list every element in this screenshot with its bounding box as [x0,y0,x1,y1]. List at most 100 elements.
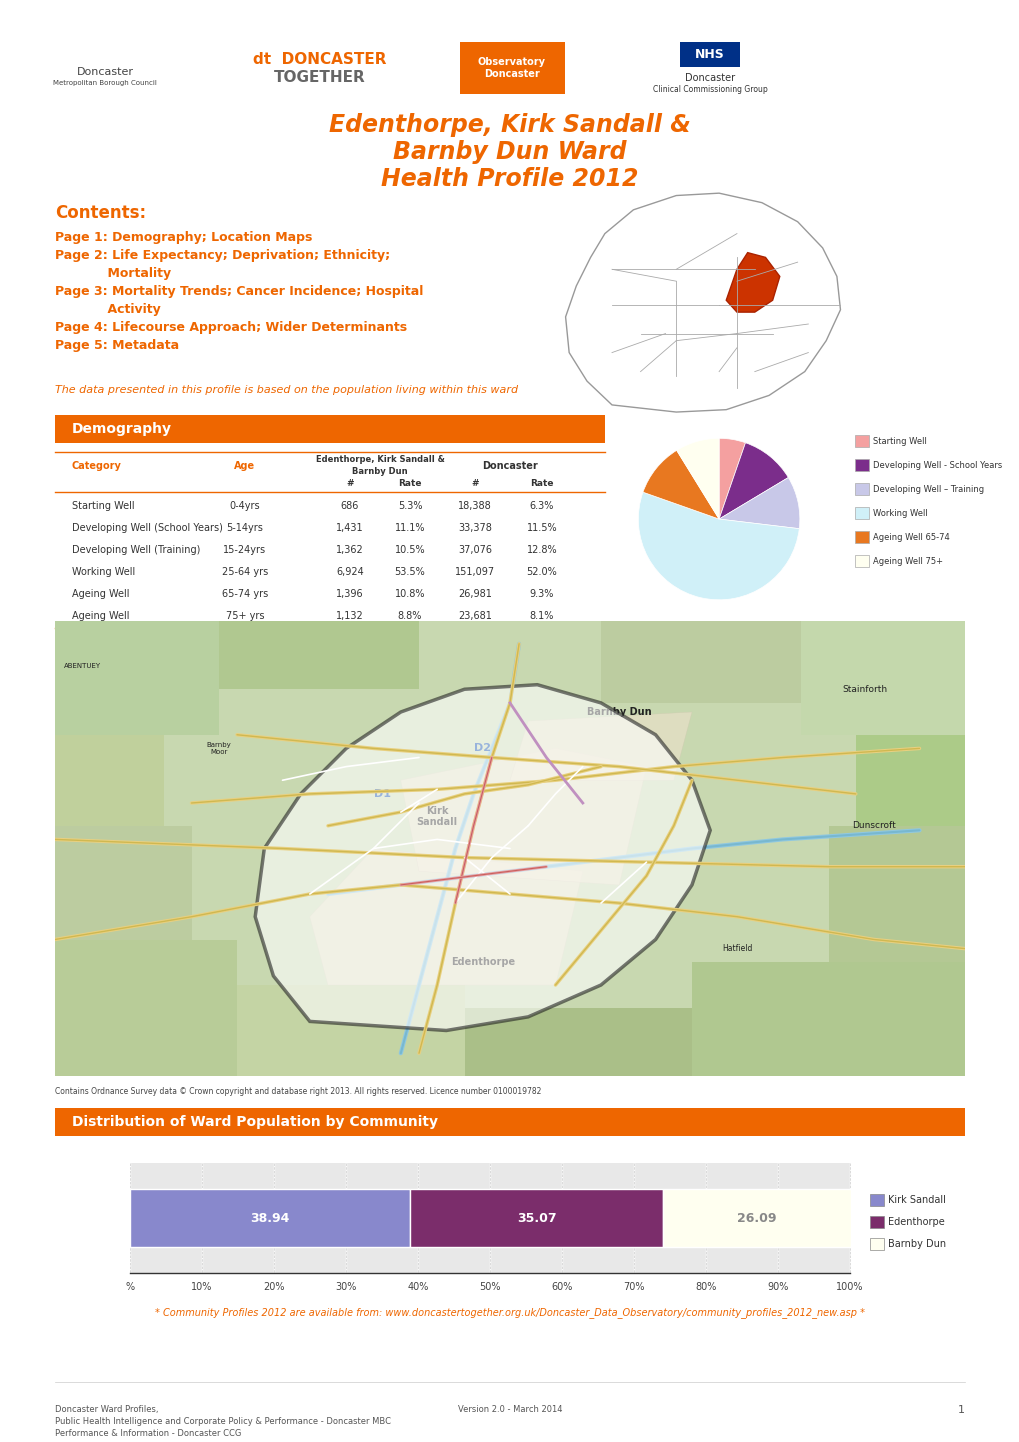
Text: Edenthorpe, Kirk Sandall &: Edenthorpe, Kirk Sandall & [315,456,444,464]
Text: Ageing Well: Ageing Well [72,611,129,622]
Text: Developing Well (School Years): Developing Well (School Years) [72,523,223,534]
Text: 80%: 80% [695,1282,716,1292]
Text: 5.3%: 5.3% [397,500,422,510]
Text: 8.8%: 8.8% [397,611,422,622]
Bar [854,555,868,567]
Wedge shape [718,438,745,519]
Bar [854,435,868,447]
Text: 40%: 40% [407,1282,428,1292]
Text: Total Population: Total Population [155,637,245,647]
Text: 1,132: 1,132 [336,611,364,622]
Text: 5-14yrs: 5-14yrs [226,523,263,534]
Text: Rate: Rate [397,480,421,489]
Text: 11.1%: 11.1% [394,523,425,534]
Text: 8.1%: 8.1% [529,611,553,622]
Text: Barnby Dun: Barnby Dun [586,707,651,717]
Text: Barnby Dun: Barnby Dun [888,1239,946,1249]
Text: 25-64 yrs: 25-64 yrs [222,567,268,577]
Text: #: # [471,480,478,489]
Bar [410,1190,662,1247]
Polygon shape [236,985,464,1076]
Text: 9.3%: 9.3% [529,588,553,598]
Wedge shape [642,450,718,519]
Text: 1,431: 1,431 [336,523,364,534]
Text: Page 3: Mortality Trends; Cancer Incidence; Hospital: Page 3: Mortality Trends; Cancer Inciden… [55,284,423,297]
Polygon shape [55,622,219,735]
Text: Metropolitan Borough Council: Metropolitan Borough Council [53,79,157,87]
Text: Page 5: Metadata: Page 5: Metadata [55,339,179,352]
Text: 1,396: 1,396 [336,588,364,598]
Polygon shape [55,735,164,826]
Text: Page 1: Demography; Location Maps: Page 1: Demography; Location Maps [55,231,312,244]
Bar [55,415,604,443]
Text: TOGETHER: TOGETHER [274,71,366,85]
Text: 65-74 yrs: 65-74 yrs [222,588,268,598]
Bar [854,459,868,472]
Text: Contents:: Contents: [55,203,146,222]
Text: Kirk
Sandall: Kirk Sandall [416,806,458,828]
Text: 26,981: 26,981 [458,588,491,598]
Text: Doncaster: Doncaster [76,66,133,76]
Text: %: % [125,1282,135,1292]
Text: 20%: 20% [263,1282,284,1292]
Text: 6.3%: 6.3% [529,500,553,510]
Text: Ageing Well: Ageing Well [72,588,129,598]
Text: dt  DONCASTER: dt DONCASTER [253,52,386,68]
Text: Dunscroft: Dunscroft [851,822,895,831]
Text: Contains Ordnance Survey data © Crown copyright and database right 2013. All rig: Contains Ordnance Survey data © Crown co… [55,1087,541,1096]
Text: 38.94: 38.94 [251,1211,289,1224]
Polygon shape [55,940,236,1076]
Text: ABENTUEY: ABENTUEY [63,663,101,669]
Polygon shape [691,962,964,1076]
Text: Distribution of Ward Population by Community: Distribution of Ward Population by Commu… [72,1115,437,1129]
Bar [869,1216,883,1229]
Wedge shape [676,438,718,519]
Bar [869,1194,883,1206]
Text: Ageing Well 75+: Ageing Well 75+ [872,557,943,565]
Text: Category: Category [72,461,121,472]
Polygon shape [400,748,646,885]
Bar [854,531,868,544]
Text: Observatory
Doncaster: Observatory Doncaster [478,58,545,79]
Text: Version 2.0 - March 2014: Version 2.0 - March 2014 [458,1406,561,1415]
Polygon shape [464,1008,691,1076]
Wedge shape [718,443,788,519]
Bar [854,483,868,495]
Text: Edenthorpe, Kirk Sandall &: Edenthorpe, Kirk Sandall & [329,112,690,137]
Text: Developing Well - School Years: Developing Well - School Years [872,460,1002,470]
Bar [460,42,565,94]
Polygon shape [510,712,691,780]
Text: 60%: 60% [551,1282,572,1292]
Text: Developing Well (Training): Developing Well (Training) [72,545,200,555]
Text: 35.07: 35.07 [517,1211,556,1224]
Text: Hatfield: Hatfield [721,945,752,953]
Bar [129,1164,849,1273]
Polygon shape [827,826,964,962]
Text: Developing Well – Training: Developing Well – Training [872,485,983,493]
Text: Starting Well: Starting Well [72,500,135,510]
Text: 290,600: 290,600 [452,637,496,647]
Bar [854,508,868,519]
Bar [55,1107,964,1136]
Text: 10.8%: 10.8% [394,588,425,598]
Text: NHS: NHS [694,49,725,62]
Wedge shape [718,477,799,529]
Text: * Community Profiles 2012 are available from: www.doncastertogether.org.uk/Donca: * Community Profiles 2012 are available … [155,1308,864,1318]
Text: Mortality: Mortality [55,267,171,280]
Text: 1,362: 1,362 [336,545,364,555]
Bar [662,1190,850,1247]
Text: 50%: 50% [479,1282,500,1292]
Text: 1: 1 [957,1405,964,1415]
Text: 100%: 100% [836,1282,863,1292]
Text: 53.5%: 53.5% [394,567,425,577]
Text: Clinical Commissioning Group: Clinical Commissioning Group [652,85,766,94]
Text: Barnby Dun Ward: Barnby Dun Ward [393,140,626,164]
Polygon shape [310,848,582,985]
Text: Doncaster Ward Profiles,
Public Health Intelligence and Corporate Policy & Perfo: Doncaster Ward Profiles, Public Health I… [55,1405,390,1438]
Bar [129,1190,410,1247]
Text: 37,076: 37,076 [458,545,491,555]
Text: 151,097: 151,097 [454,567,494,577]
Text: Doncaster: Doncaster [685,74,735,84]
Text: Health Profile 2012: Health Profile 2012 [381,167,638,190]
Text: Barnby Dun: Barnby Dun [352,467,408,476]
